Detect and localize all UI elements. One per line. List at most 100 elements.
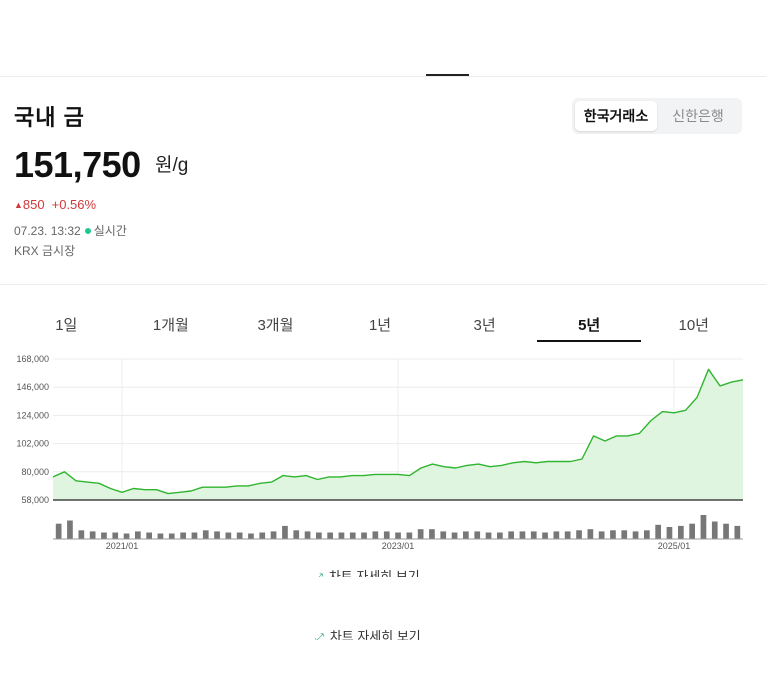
volume-bar (146, 532, 152, 539)
volume-bar (349, 532, 356, 539)
volume-bar (123, 533, 130, 539)
volume-bar (372, 531, 379, 539)
volume-bar (553, 531, 560, 539)
x-tick-label: 2023/01 (382, 541, 415, 550)
y-tick-label: 168,000 (16, 354, 49, 364)
period-tab-1d[interactable]: 1일 (55, 317, 78, 334)
volume-bar (417, 529, 424, 539)
source-option-shinhan[interactable]: 신한은행 (672, 108, 724, 124)
volume-bar (282, 525, 288, 539)
volume-bar (395, 532, 401, 539)
volume-bar (497, 532, 503, 539)
volume-bar (383, 531, 390, 539)
price-area-layer (52, 368, 744, 501)
volume-bar (474, 531, 481, 539)
change-amount: 850 (22, 197, 45, 212)
volume-bar (101, 532, 107, 539)
market-name: KRX 금시장 (14, 244, 76, 258)
volume-bar (689, 523, 695, 539)
volume-bar (610, 530, 616, 539)
price-area (53, 369, 743, 500)
volume-bar (78, 530, 85, 539)
expand-icon: ⤢ (315, 632, 324, 640)
volume-bar (361, 532, 367, 539)
volume-bar (89, 531, 96, 539)
volume-bar (259, 532, 266, 539)
chart-detail-link-2[interactable]: ⤢ 차트 자세히 보기 (315, 628, 421, 640)
volume-bar (406, 532, 413, 539)
y-tick-label: 58,000 (21, 495, 49, 505)
volume-bar (723, 523, 729, 539)
chart-detail-link[interactable]: ⤢ 차트 자세히 보기 (314, 568, 420, 577)
period-tab-3m[interactable]: 3개월 (257, 317, 294, 334)
x-tick-label: 2025/01 (658, 541, 691, 550)
price-line (52, 368, 744, 495)
expand-icon: ⤢ (314, 572, 323, 577)
live-dot-icon (84, 228, 91, 234)
volume-bar (542, 532, 548, 539)
volume-bars (53, 515, 743, 540)
volume-bar (157, 533, 164, 539)
period-tab-1m[interactable]: 1개월 (152, 317, 189, 334)
period-tab-1y[interactable]: 1년 (368, 317, 392, 334)
volume-bar (485, 532, 492, 539)
chart-detail-label: 차트 자세히 보기 (328, 569, 420, 577)
price-unit: 원/g (155, 155, 189, 176)
page-title: 국내 금 (14, 105, 85, 130)
current-price: 151,750 (14, 144, 141, 185)
volume-bar (135, 531, 141, 539)
y-tick-label: 102,000 (16, 439, 49, 449)
volume-bar (711, 521, 718, 539)
x-axis-labels: 2021/01 2023/01 2025/01 (106, 541, 691, 550)
top-divider (0, 76, 766, 77)
volume-bar (632, 531, 639, 539)
source-option-krx[interactable]: 한국거래소 (575, 101, 657, 131)
volume-bar (191, 532, 198, 539)
volume-bar (734, 525, 741, 539)
period-tab-10y[interactable]: 10년 (678, 317, 710, 334)
source-toggle: 한국거래소 신한은행 (572, 98, 742, 134)
volume-bar (112, 532, 119, 539)
volume-bar (644, 530, 650, 539)
volume-bar (530, 531, 537, 539)
volume-bar (440, 531, 447, 539)
volume-bar (678, 525, 684, 539)
volume-bar (327, 532, 333, 539)
volume-bar (202, 530, 209, 539)
volume-bar (248, 533, 254, 539)
volume-bar (168, 533, 175, 539)
volume-bar (598, 531, 605, 539)
price-chart[interactable]: 58,000 80,000 102,000 124,000 146,000 168,000… (0, 345, 766, 550)
volume-bar (236, 532, 243, 539)
volume-bar (508, 531, 514, 539)
volume-bar (576, 530, 582, 539)
change-percent: +0.56% (51, 197, 97, 212)
quote-timestamp: 07.23. 13:32 (14, 224, 81, 238)
live-label: 실시간 (93, 224, 127, 238)
volume-bar (67, 520, 73, 539)
volume-bar (293, 530, 300, 539)
volume-bar (316, 532, 322, 539)
volume-bar (214, 531, 220, 539)
volume-bar (55, 523, 62, 539)
volume-bar (451, 532, 458, 539)
volume-bar (519, 531, 526, 539)
volume-bar (270, 531, 277, 539)
x-tick-label: 2021/01 (106, 541, 139, 550)
period-tab-3y[interactable]: 3년 (473, 317, 496, 334)
chart-detail-label-2: 차트 자세히 보기 (329, 629, 421, 640)
volume-bar (180, 532, 186, 539)
volume-bar (666, 527, 673, 539)
up-triangle-icon: ▲ (14, 200, 23, 210)
volume-bar (621, 530, 628, 539)
period-tab-5y[interactable]: 5년 (536, 310, 642, 342)
quote-meta: 07.23. 13:32 실시간 (14, 222, 127, 239)
volume-bar (304, 531, 311, 539)
y-tick-label: 124,000 (16, 410, 49, 420)
y-tick-label: 80,000 (21, 467, 49, 477)
price-change: ▲850 +0.56% (14, 197, 96, 212)
period-tabs: 1일 1개월 3개월 1년 3년 5년 10년 (14, 310, 746, 342)
volume-bar (655, 524, 661, 539)
section-tab-indicator (426, 74, 469, 76)
volume-bar (564, 531, 571, 539)
